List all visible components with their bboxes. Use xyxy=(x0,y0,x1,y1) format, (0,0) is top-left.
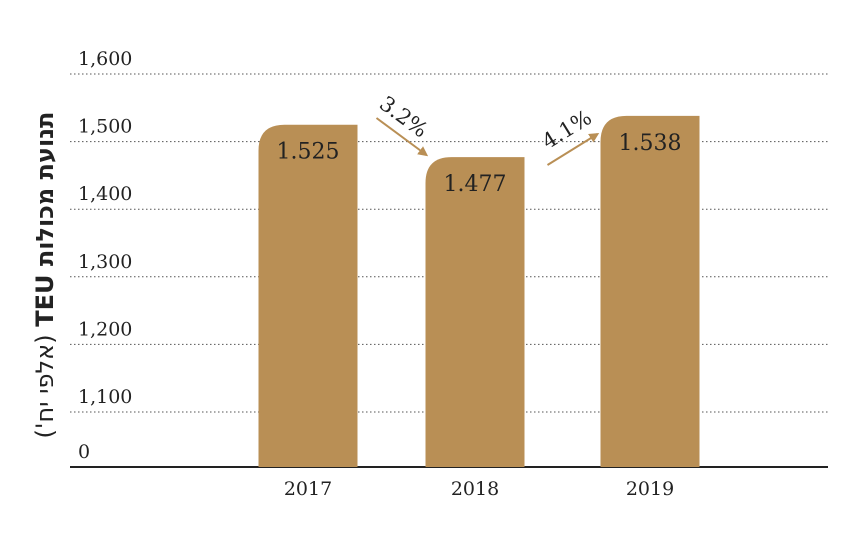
value-label: 1.525 xyxy=(277,140,340,165)
x-tick-label: 2017 xyxy=(284,478,332,500)
x-tick-label: 2018 xyxy=(451,478,499,500)
y-tick-label: 1,400 xyxy=(78,183,132,205)
value-label: 1.538 xyxy=(619,131,682,156)
x-tick-label: 2019 xyxy=(626,478,674,500)
y-label-note: (אלפי יח') xyxy=(31,334,59,438)
y-tick-label: 1,500 xyxy=(78,116,132,138)
y-tick-label: 0 xyxy=(78,441,90,463)
value-label: 1.477 xyxy=(444,172,507,197)
y-label-main: תנועת מכולות TEU xyxy=(31,112,59,327)
bar xyxy=(258,124,358,467)
y-tick-label: 1,600 xyxy=(78,48,132,70)
y-tick-label: 1,200 xyxy=(78,318,132,340)
bar xyxy=(600,115,700,468)
y-axis-label: תנועת מכולות TEU (אלפי יח') xyxy=(31,112,59,439)
annotation: 3.2% xyxy=(375,91,432,142)
annotation-arrow xyxy=(375,117,429,157)
annotation-arrow xyxy=(546,132,600,166)
y-tick-label: 1,300 xyxy=(78,251,132,273)
y-tick-label: 1,100 xyxy=(78,386,132,408)
annotation: 4.1% xyxy=(538,105,596,154)
bar xyxy=(425,157,525,467)
